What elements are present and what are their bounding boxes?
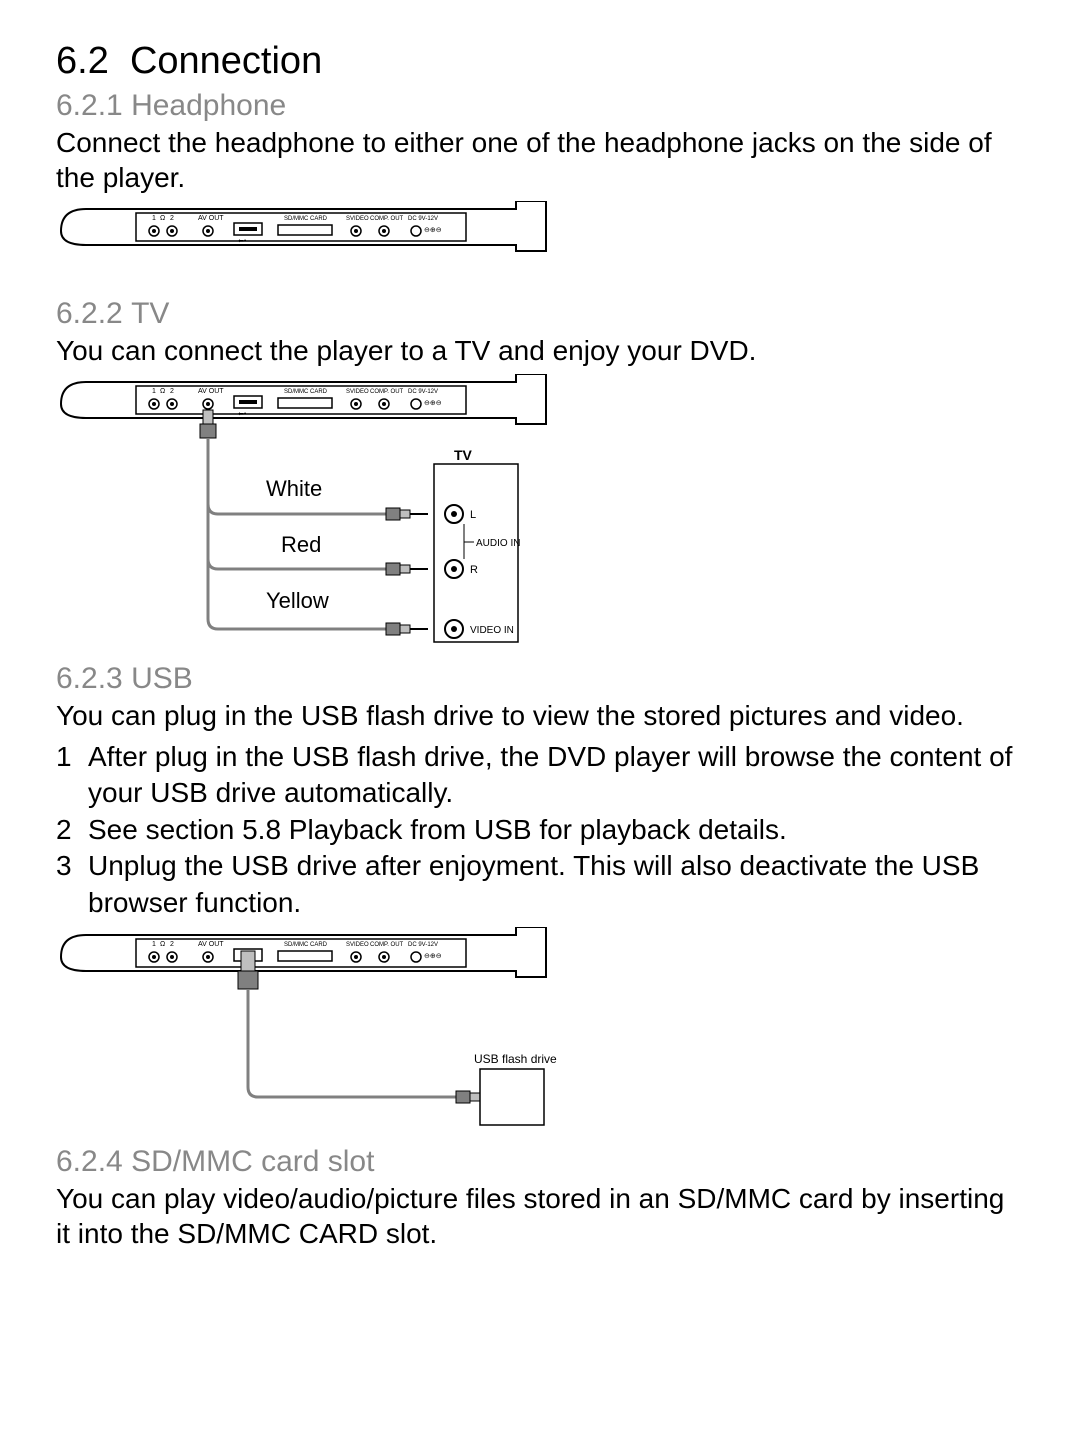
- svg-text:2: 2: [170, 388, 174, 395]
- svg-text:⇐•: ⇐•: [238, 411, 247, 418]
- svg-text:SD/MMC CARD: SD/MMC CARD: [284, 389, 328, 395]
- svg-text:2: 2: [170, 941, 174, 948]
- cable-yellow-label: Yellow: [266, 588, 329, 613]
- sd-text: You can play video/audio/picture files s…: [56, 1181, 1024, 1251]
- svg-text:COMP. OUT: COMP. OUT: [370, 216, 404, 222]
- svg-text:DC 9V-12V: DC 9V-12V: [408, 389, 438, 395]
- svg-text:Ω: Ω: [160, 941, 165, 948]
- svg-text:SVIDEO: SVIDEO: [346, 942, 369, 948]
- svg-text:2: 2: [170, 215, 174, 222]
- usb-intro: You can plug in the USB flash drive to v…: [56, 698, 1024, 733]
- svg-text:AV OUT: AV OUT: [198, 941, 224, 948]
- subsection-sd: 6.2.4 SD/MMC card slot: [56, 1145, 1024, 1179]
- svg-text:Ω: Ω: [160, 215, 165, 222]
- svg-text:1: 1: [152, 215, 156, 222]
- svg-text:SD/MMC CARD: SD/MMC CARD: [284, 942, 328, 948]
- section-title: Connection: [130, 40, 322, 82]
- svg-text:⊖⊕⊖: ⊖⊕⊖: [424, 227, 442, 234]
- svg-text:⊖⊕⊖: ⊖⊕⊖: [424, 400, 442, 407]
- diagram-usb: 1Ω2 AV OUT SD/MMC CARD SVIDEO COMP. OUT …: [56, 927, 1024, 1127]
- section-number: 6.2: [56, 40, 109, 82]
- svg-text:L: L: [470, 509, 476, 521]
- cable-red-label: Red: [281, 532, 321, 557]
- svg-text:SD/MMC CARD: SD/MMC CARD: [284, 216, 328, 222]
- subsection-usb: 6.2.3 USB: [56, 662, 1024, 696]
- svg-text:Ω: Ω: [160, 388, 165, 395]
- svg-text:AV OUT: AV OUT: [198, 388, 224, 395]
- headphone-text: Connect the headphone to either one of t…: [56, 125, 1024, 195]
- audio-in-label: AUDIO IN: [476, 538, 520, 549]
- svg-text:1: 1: [152, 941, 156, 948]
- cable-white-label: White: [266, 476, 322, 501]
- svg-text:1: 1: [152, 388, 156, 395]
- svg-text:DC 9V-12V: DC 9V-12V: [408, 216, 438, 222]
- usb-drive-label: USB flash drive: [474, 1052, 557, 1066]
- svg-text:⊖⊕⊖: ⊖⊕⊖: [424, 953, 442, 960]
- subsection-tv: 6.2.2 TV: [56, 297, 1024, 331]
- svg-text:COMP. OUT: COMP. OUT: [370, 942, 404, 948]
- svg-text:DC 9V-12V: DC 9V-12V: [408, 942, 438, 948]
- svg-text:SVIDEO: SVIDEO: [346, 389, 369, 395]
- diagram-headphone: 1 Ω 2 AV OUT ⇐• SD/MMC CARD SVIDEO COMP.…: [56, 201, 1024, 279]
- svg-text:COMP. OUT: COMP. OUT: [370, 389, 404, 395]
- diagram-tv: 1Ω2 AV OUT ⇐• SD/MMC CARD SVIDEO COMP. O…: [56, 374, 1024, 644]
- svg-text:SVIDEO: SVIDEO: [346, 216, 369, 222]
- svg-text:R: R: [470, 564, 478, 576]
- usb-steps: 1After plug in the USB flash drive, the …: [56, 739, 1024, 921]
- section-heading: 6.2 Connection: [56, 40, 1024, 83]
- video-in-label: VIDEO IN: [470, 625, 514, 636]
- subsection-headphone: 6.2.1 Headphone: [56, 89, 1024, 123]
- tv-text: You can connect the player to a TV and e…: [56, 333, 1024, 368]
- tv-label: TV: [454, 447, 473, 463]
- svg-text:AV OUT: AV OUT: [198, 215, 224, 222]
- svg-text:⇐•: ⇐•: [238, 238, 247, 245]
